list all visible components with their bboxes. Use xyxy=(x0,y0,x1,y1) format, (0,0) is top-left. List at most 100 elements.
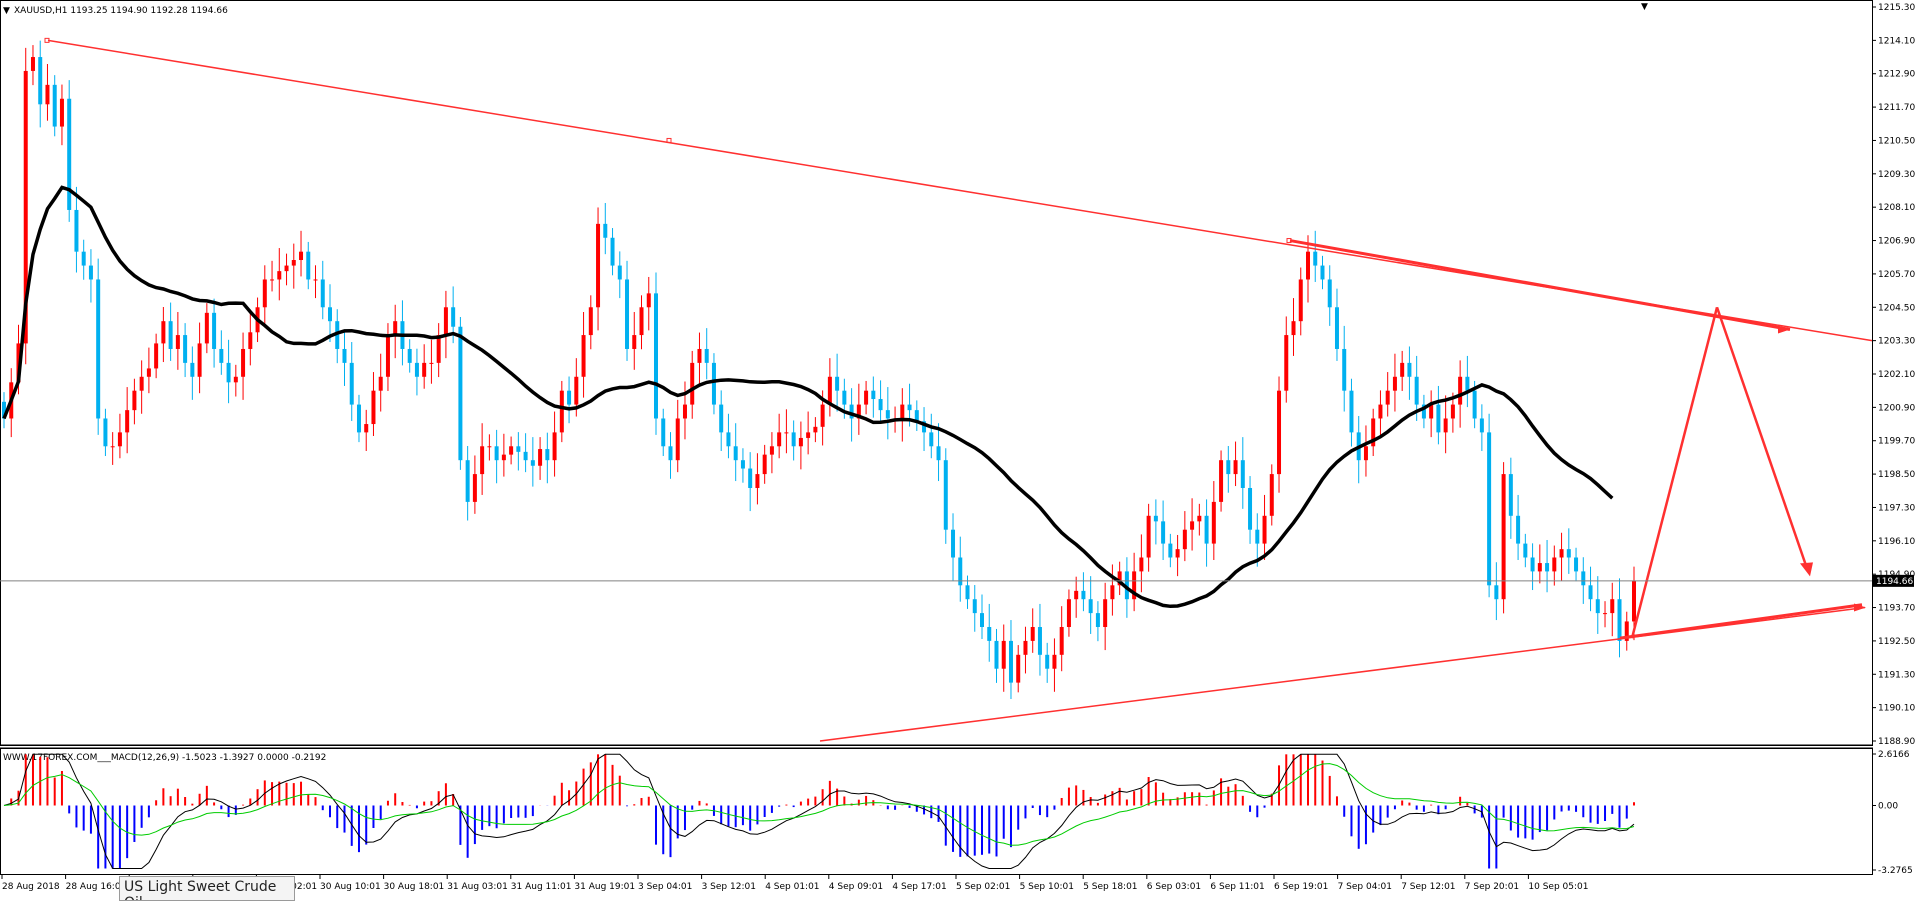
signal-line xyxy=(3,763,1635,846)
time-tick-label: 7 Sep 12:01 xyxy=(1401,882,1455,892)
candle-body xyxy=(1066,599,1071,628)
current-price-badge xyxy=(1872,574,1914,587)
time-tick-label: 28 Aug 2018 xyxy=(2,882,60,892)
price-tick-label: 1209.30 xyxy=(1878,170,1915,180)
candle-body xyxy=(1255,529,1260,544)
arrow-head-icon xyxy=(1854,603,1866,612)
candle-body xyxy=(429,362,434,364)
candle-body xyxy=(994,640,999,669)
scroll-marker-icon[interactable]: ▼ xyxy=(1641,2,1648,12)
candle-body xyxy=(820,404,825,427)
candle-body xyxy=(711,362,716,405)
chart-dropdown-icon[interactable]: ▼ xyxy=(3,6,10,16)
candle-body xyxy=(277,271,282,280)
candle-body xyxy=(219,348,224,363)
candle-body xyxy=(1219,460,1224,502)
candle-body xyxy=(1117,571,1122,586)
candle-body xyxy=(81,251,86,266)
candle-body xyxy=(748,468,753,488)
candle-body xyxy=(38,57,43,105)
candle-body xyxy=(596,223,601,308)
candle-body xyxy=(299,251,304,261)
resistance-trendline-bold[interactable] xyxy=(1289,239,1791,331)
price-tick-label: 1210.50 xyxy=(1878,136,1915,146)
candle-body xyxy=(378,376,383,391)
candle-body xyxy=(168,321,173,349)
candle-body xyxy=(74,209,79,252)
macd-tick-label: -3.2765 xyxy=(1878,866,1913,876)
time-tick-label: 10 Sep 05:01 xyxy=(1528,882,1588,892)
candle-body xyxy=(632,335,637,349)
candle-body xyxy=(581,335,586,377)
candle-body xyxy=(494,446,499,461)
candle-body xyxy=(30,57,35,71)
candle-body xyxy=(900,404,905,419)
candle-body xyxy=(1269,474,1274,516)
candle-body xyxy=(719,404,724,433)
candle-body xyxy=(1197,515,1202,522)
macd-pane[interactable] xyxy=(0,748,1873,875)
price-tick-label: 1202.10 xyxy=(1878,370,1915,380)
candle-body xyxy=(1516,515,1521,544)
price-tick-label: 1198.50 xyxy=(1878,470,1915,480)
candle-body xyxy=(675,418,680,461)
price-tick-label: 1215.30 xyxy=(1878,3,1915,13)
time-tick-label: 6 Sep 11:01 xyxy=(1210,882,1264,892)
candle-body xyxy=(958,557,963,586)
candle-body xyxy=(1545,563,1550,572)
support-trendline-bold[interactable] xyxy=(1619,603,1863,640)
candle-body xyxy=(154,343,159,369)
time-tick-label: 5 Sep 02:01 xyxy=(956,882,1010,892)
candle-body xyxy=(472,474,477,502)
macd-axis: 2.6166 0.00 -3.2765 xyxy=(1872,750,1913,876)
candle-body xyxy=(1443,418,1448,433)
candle-body xyxy=(1479,418,1484,433)
candle-body xyxy=(668,446,673,461)
time-tick-label: 6 Sep 19:01 xyxy=(1274,882,1328,892)
time-tick-label: 5 Sep 10:01 xyxy=(1020,882,1074,892)
candle-body xyxy=(849,404,854,419)
trendline-layer[interactable] xyxy=(44,37,1873,742)
trendline-handle[interactable] xyxy=(666,137,672,143)
projection-arrow-up[interactable] xyxy=(1630,306,1719,639)
time-tick-label: 7 Sep 20:01 xyxy=(1465,882,1519,892)
candle-body xyxy=(1581,571,1586,586)
candle-body xyxy=(856,404,861,419)
candle-body xyxy=(364,424,369,433)
candle-body xyxy=(1320,265,1325,280)
candle-body xyxy=(509,446,514,455)
candle-body xyxy=(603,223,608,238)
candle-body xyxy=(1632,580,1636,622)
time-tick-label: 4 Sep 17:01 xyxy=(892,882,946,892)
candle-body xyxy=(1277,390,1282,475)
candle-body xyxy=(885,410,890,419)
candle-body xyxy=(1508,474,1513,516)
candle-body xyxy=(987,627,992,641)
candle-body xyxy=(1095,613,1100,628)
candle-body xyxy=(465,460,470,502)
candle-body xyxy=(1088,599,1093,614)
candle-body xyxy=(146,368,151,377)
macd-tick-label: 0.00 xyxy=(1878,802,1898,812)
candle-body xyxy=(1450,404,1455,419)
candle-body xyxy=(1458,376,1463,405)
candle-body xyxy=(1385,390,1390,405)
price-pane[interactable] xyxy=(0,0,1873,746)
projection-arrow-down[interactable] xyxy=(1715,306,1810,572)
candle-body xyxy=(117,432,122,447)
candle-body xyxy=(443,307,448,336)
candle-body xyxy=(110,446,115,448)
candle-body xyxy=(1182,529,1187,550)
candle-body xyxy=(1139,557,1144,572)
symbol-label: XAUUSD,H1 1193.25 1194.90 1192.28 1194.6… xyxy=(14,6,228,16)
trendline-handle[interactable] xyxy=(1286,238,1292,244)
time-tick-label: 3 Sep 12:01 xyxy=(702,882,756,892)
trendline-handle[interactable] xyxy=(44,37,50,43)
candle-body xyxy=(103,418,108,447)
candle-body xyxy=(262,279,267,308)
candle-body xyxy=(335,321,340,349)
candle-body xyxy=(972,599,977,614)
macd-layer xyxy=(3,753,1635,869)
